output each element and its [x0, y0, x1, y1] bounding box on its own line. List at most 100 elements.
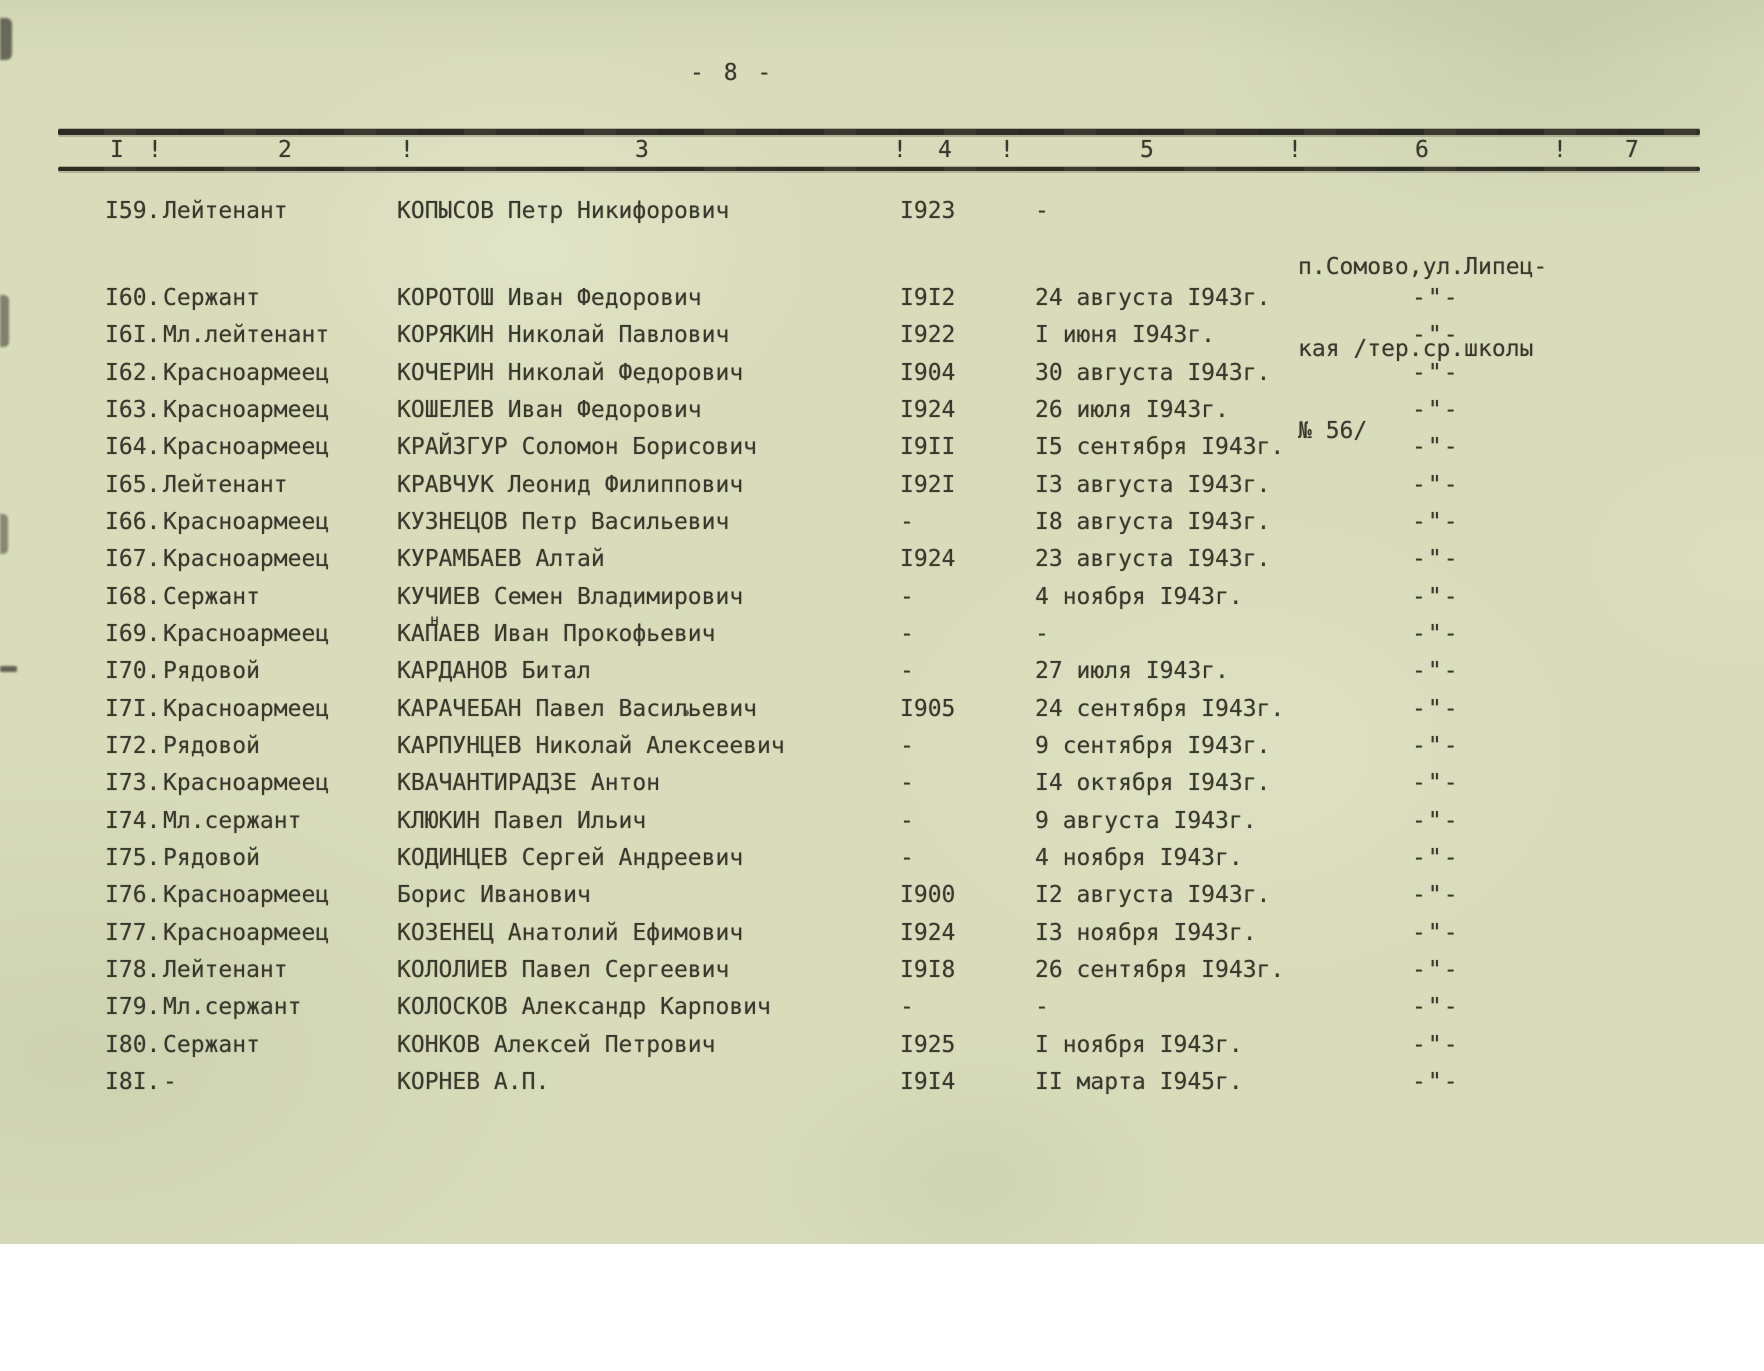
table-top-rule — [58, 129, 1700, 135]
row-number-cell: I79. — [105, 994, 161, 1021]
name-cell: КОРНЕВ А.П. — [397, 1068, 550, 1095]
date-cell: 4 ноября I943г. — [1035, 583, 1243, 610]
table-row: I59. Лейтенант КОПЫСОВ Петр Никифорович … — [0, 198, 1764, 444]
table-row: I70. Рядовой КАРДАНОВ Битал - 27 июля I9… — [0, 658, 1764, 688]
ditto-mark: -"- — [1412, 1068, 1460, 1095]
name-correction: н — [430, 610, 440, 629]
row-number-cell: I63. — [105, 396, 161, 423]
header-col-2: 2 — [278, 137, 292, 163]
name-cell: КРАЙЗГУР Соломон Борисович — [397, 434, 758, 461]
table-row: I73. Красноармеец КВАЧАНТИРАДЗЕ Антон - … — [0, 770, 1764, 800]
date-cell: I2 августа I943г. — [1035, 882, 1271, 909]
name-cell: КОЗЕНЕЦ Анатолий Ефимович — [397, 919, 744, 946]
header-sep: ! — [1553, 137, 1567, 163]
row-number-cell: I76. — [105, 882, 161, 909]
date-cell: I ноября I943г. — [1035, 1031, 1243, 1058]
date-cell: I8 августа I943г. — [1035, 508, 1271, 535]
row-number-cell: I67. — [105, 546, 161, 573]
name-cell: Борис Иванович — [397, 882, 591, 909]
table-row: I62. Красноармеец КОЧЕРИН Николай Федоро… — [0, 360, 1764, 390]
rank-cell: Красноармеец — [163, 620, 330, 647]
table-row: I79. Мл.сержант КОЛОСКОВ Александр Карпо… — [0, 994, 1764, 1024]
rank-cell: Мл.сержант — [163, 807, 302, 834]
rank-cell: Лейтенант — [163, 956, 288, 983]
ditto-mark: -"- — [1412, 807, 1460, 834]
birth-year-cell: - — [900, 994, 914, 1021]
table-row: I72. Рядовой КАРПУНЦЕВ Николай Алексееви… — [0, 733, 1764, 763]
rank-cell: Сержант — [163, 583, 260, 610]
ditto-mark: -"- — [1412, 285, 1460, 311]
address-line: кая /тер.ср.школы — [1298, 336, 1534, 362]
birth-year-cell: - — [900, 844, 914, 871]
row-number-cell: I60. — [105, 285, 161, 311]
date-cell: - — [1035, 994, 1049, 1021]
birth-year-cell: I925 — [900, 1031, 956, 1058]
row-number-cell: I7I. — [105, 695, 161, 722]
name-cell: КОЛОСКОВ Александр Карпович — [397, 994, 771, 1021]
table-row: I60. Сержант КОРОТОШ Иван Федорович I9I2… — [0, 285, 1764, 315]
page-number: - 8 - — [690, 60, 775, 86]
date-cell: 26 июля I943г. — [1035, 396, 1229, 423]
birth-year-cell: I924 — [900, 396, 956, 423]
table-row: I7I. Красноармеец КАРАЧЕБАН Павел Василь… — [0, 696, 1764, 726]
address-cell — [1298, 1071, 1381, 1371]
birth-year-cell: I924 — [900, 546, 956, 573]
ditto-mark: -"- — [1412, 1031, 1460, 1058]
rank-cell: Лейтенант — [163, 198, 288, 224]
table-row: I69. Красноармеец КАПАЕВ Иван Прокофьеви… — [0, 611, 1764, 651]
name-cell: КАРАЧЕБАН Павел Васильевич — [397, 695, 758, 722]
row-number-cell: I73. — [105, 770, 161, 797]
birth-year-cell: - — [900, 658, 914, 685]
date-cell: I3 августа I943г. — [1035, 471, 1271, 498]
header-sep: ! — [148, 137, 162, 163]
name-cell: КАРДАНОВ Битал — [397, 658, 591, 685]
table-row: I80. Сержант КОНКОВ Алексей Петрович I92… — [0, 1032, 1764, 1062]
rank-cell: Сержант — [163, 1031, 260, 1058]
rank-cell: Красноармеец — [163, 770, 330, 797]
birth-year-cell: I922 — [900, 322, 956, 349]
header-sep: ! — [400, 137, 414, 163]
header-col-6: 6 — [1415, 137, 1429, 163]
ditto-mark: -"- — [1412, 994, 1460, 1021]
rank-cell: Красноармеец — [163, 882, 330, 909]
date-cell: I5 сентября I943г. — [1035, 434, 1285, 461]
ditto-mark: -"- — [1412, 471, 1460, 498]
table-row: I65. Лейтенант КРАВЧУК Леонид Филиппович… — [0, 472, 1764, 502]
ditto-mark: -"- — [1412, 956, 1460, 983]
date-cell: I4 октября I943г. — [1035, 770, 1271, 797]
birth-year-cell: I905 — [900, 695, 956, 722]
rank-cell: Красноармеец — [163, 396, 330, 423]
birth-year-cell: I900 — [900, 882, 956, 909]
paper-smudge — [0, 18, 12, 60]
date-cell: II марта I945г. — [1035, 1068, 1243, 1095]
row-number-cell: I65. — [105, 471, 161, 498]
header-sep: ! — [893, 137, 907, 163]
rank-cell: Красноармеец — [163, 695, 330, 722]
header-col-4: 4 — [938, 137, 952, 163]
ditto-mark: -"- — [1412, 695, 1460, 722]
address-line — [1298, 1207, 1381, 1235]
row-number-cell: I59. — [105, 198, 161, 224]
ditto-mark: -"- — [1412, 658, 1460, 685]
document-page: - 8 - I ! 2 ! 3 ! 4 ! 5 ! 6 ! 7 I59. Лей… — [0, 0, 1764, 1244]
rank-cell: Лейтенант — [163, 471, 288, 498]
row-number-cell: I64. — [105, 434, 161, 461]
ditto-mark: -"- — [1412, 546, 1460, 573]
date-cell: 9 августа I943г. — [1035, 807, 1257, 834]
row-number-cell: I68. — [105, 583, 161, 610]
rank-cell: Мл.сержант — [163, 994, 302, 1021]
name-cell: КАПАЕВ Иван Прокофьевич — [397, 620, 716, 647]
birth-year-cell: I924 — [900, 919, 956, 946]
table-header-rule — [58, 167, 1700, 171]
header-col-7: 7 — [1625, 137, 1639, 163]
date-cell: 4 ноября I943г. — [1035, 844, 1243, 871]
address-line — [1298, 1125, 1381, 1153]
name-cell: КОЧЕРИН Николай Федорович — [397, 359, 744, 386]
paper-smudge — [0, 295, 9, 347]
ditto-mark: -"- — [1412, 770, 1460, 797]
row-number-cell: I75. — [105, 844, 161, 871]
row-number-cell: I74. — [105, 807, 161, 834]
rank-cell: - — [163, 1068, 177, 1095]
ditto-mark: -"- — [1412, 508, 1460, 535]
birth-year-cell: - — [900, 583, 914, 610]
